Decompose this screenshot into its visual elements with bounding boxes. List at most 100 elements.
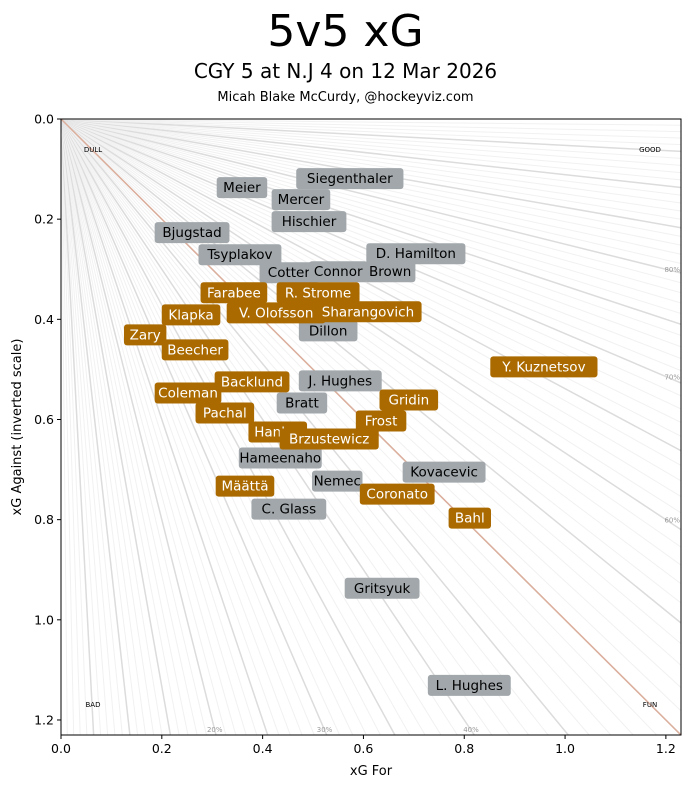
- label-box: [154, 222, 230, 244]
- player-label-nj: D. Hamilton: [366, 243, 466, 265]
- xg-percent-line: [61, 119, 341, 735]
- label-box: [279, 428, 379, 450]
- label-box: [427, 674, 511, 696]
- xg-percent-line: [61, 119, 681, 348]
- player-name: C. Glass: [262, 502, 317, 518]
- xg-percent-line: [61, 119, 247, 735]
- player-label-cgy: Sharangovich: [314, 301, 422, 323]
- player-name: Frost: [365, 413, 398, 429]
- player-name: Hischier: [282, 214, 337, 230]
- chart-subtitle: CGY 5 at N.J 4 on 12 Mar 2026: [193, 59, 498, 83]
- player-name: Gridin: [388, 392, 429, 408]
- percent-label: 80%: [664, 266, 680, 274]
- label-box: [379, 389, 439, 411]
- corner-label: BAD: [86, 701, 101, 709]
- label-box: [123, 324, 167, 346]
- percent-label: 20%: [207, 726, 223, 734]
- y-tick-label: 1.2: [34, 712, 54, 727]
- xg-percent-line: [61, 119, 207, 735]
- x-tick-label: 0.8: [454, 741, 474, 756]
- player-name: Farabee: [207, 285, 261, 301]
- player-name: Sharangovich: [322, 304, 414, 320]
- xg-percent-line: [61, 119, 116, 735]
- xg-percent-line: [61, 119, 75, 735]
- player-label-cgy: Backlund: [214, 371, 290, 393]
- x-tick-label: 0.4: [253, 741, 273, 756]
- player-name: R. Strome: [285, 285, 351, 301]
- xg-percent-line: [61, 119, 681, 294]
- xg-percent-line: [61, 119, 147, 735]
- xg-percent-line: [61, 119, 681, 181]
- label-box: [200, 282, 268, 304]
- label-box: [161, 339, 229, 361]
- xg-percent-line: [61, 119, 88, 735]
- player-label-nj: Nemec: [311, 470, 363, 492]
- player-label-cgy: Brzustewicz: [279, 428, 379, 450]
- player-label-cgy: R. Strome: [276, 282, 360, 304]
- xg-percent-line: [61, 119, 590, 735]
- xg-percent-line: [61, 119, 258, 735]
- x-tick-label: 1.2: [656, 741, 676, 756]
- xg-percent-line: [61, 119, 315, 735]
- xg-percent-line: [61, 119, 681, 284]
- player-label-nj: L. Hughes: [427, 674, 511, 696]
- label-box: [215, 475, 275, 497]
- player-label-cgy: Beecher: [161, 339, 229, 361]
- y-tick-label: 1.0: [34, 612, 54, 627]
- xg-percent-line: [61, 119, 569, 735]
- label-box: [238, 447, 322, 469]
- label-box: [195, 402, 255, 424]
- label-box: [298, 320, 358, 342]
- label-box: [154, 382, 222, 404]
- label-box: [298, 370, 382, 392]
- label-box: [276, 282, 360, 304]
- player-name: Bratt: [285, 395, 319, 411]
- chart-credit: Micah Blake McCurdy, @hockeyviz.com: [217, 90, 474, 105]
- xg-percent-line: [61, 119, 269, 735]
- xg-percent-line: [61, 119, 217, 735]
- xg-percent-line: [61, 119, 681, 566]
- plot-area: 20% 30% 40% 60% 70% 80% DULL GOOD BAD FUN Siegenth…: [61, 119, 681, 735]
- xg-percent-line: [61, 119, 102, 735]
- y-tick-label: 0.4: [34, 312, 54, 327]
- label-box: [314, 301, 422, 323]
- x-tick-label: 0.0: [51, 741, 71, 756]
- player-name: Kovacevic: [410, 465, 478, 481]
- xg-percent-line: [61, 119, 681, 139]
- label-box: [355, 410, 407, 432]
- xg-percent-line: [61, 119, 681, 466]
- label-box: [359, 483, 435, 505]
- player-label-cgy: Frost: [355, 410, 407, 432]
- player-label-nj: Dillon: [298, 320, 358, 342]
- player-name: Pachal: [203, 405, 247, 421]
- player-label-nj: Meier: [216, 177, 268, 199]
- xg-percent-line: [61, 119, 109, 735]
- xg-percent-line: [61, 119, 227, 735]
- player-name: Brzustewicz: [289, 432, 369, 448]
- xg-percent-line: [61, 119, 681, 360]
- label-box: [271, 211, 347, 233]
- player-name: Y. Kuznetsov: [501, 359, 585, 375]
- xg-percent-line: [61, 119, 95, 735]
- player-label-cgy: Klapka: [161, 304, 221, 326]
- player-name: Klapka: [168, 307, 213, 323]
- player-name: Zary: [130, 327, 161, 343]
- player-name: Backlund: [221, 374, 283, 390]
- player-label-nj: Hameenaho: [238, 447, 322, 469]
- label-box: [344, 577, 420, 599]
- xg-percent-line: [61, 119, 139, 735]
- player-name: Bahl: [455, 511, 485, 527]
- player-label-cgy: Zary: [123, 324, 167, 346]
- player-name: V. Olofsson: [239, 305, 313, 321]
- player-label-nj: Gritsyuk: [344, 577, 420, 599]
- player-name: Siegenthaler: [307, 171, 393, 187]
- player-label-cgy: Pachal: [195, 402, 255, 424]
- xg-percent-line: [61, 119, 354, 735]
- xg-percent-line: [61, 119, 367, 735]
- xg-percent-line: [61, 119, 681, 196]
- xg-percent-line: [61, 119, 189, 735]
- player-name: L. Hughes: [436, 678, 503, 694]
- player-name: D. Hamilton: [376, 246, 456, 262]
- x-tick-label: 1.0: [555, 741, 575, 756]
